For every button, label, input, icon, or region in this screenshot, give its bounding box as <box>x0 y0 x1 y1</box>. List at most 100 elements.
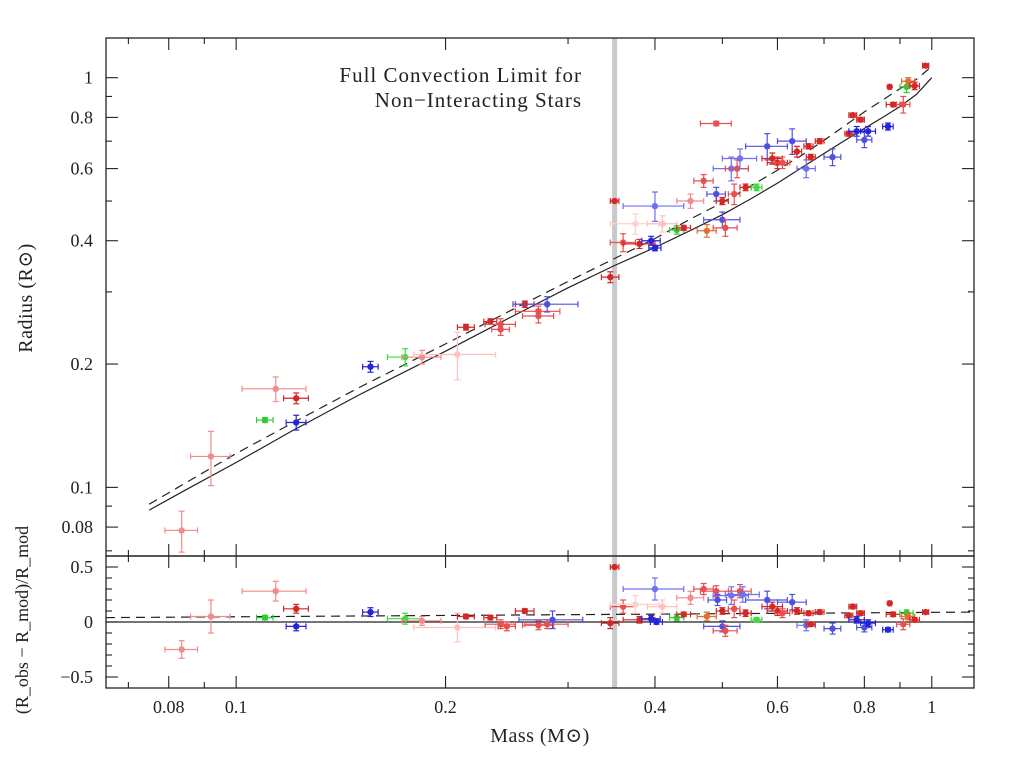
point-marker <box>535 308 542 315</box>
point-marker <box>742 610 749 617</box>
radius-panel: 0.08 0.1 0.2 0.4 0.6 0.8 1 Full Convection Limi… <box>15 37 975 557</box>
point-marker <box>497 326 504 333</box>
point-marker <box>713 588 720 595</box>
data-point <box>285 414 307 431</box>
data-point <box>805 621 816 628</box>
point-marker <box>805 143 812 150</box>
point-marker <box>816 137 823 145</box>
point-marker <box>544 300 551 308</box>
data-point <box>483 614 498 621</box>
point-marker <box>293 419 300 426</box>
data-point <box>622 191 685 222</box>
data-point <box>401 615 442 626</box>
data-point <box>255 614 274 621</box>
point-marker <box>807 153 814 161</box>
data-point <box>699 585 732 598</box>
point-marker <box>659 220 666 227</box>
data-point <box>823 148 842 167</box>
data-point <box>609 197 620 205</box>
data-point <box>856 131 873 149</box>
data-point <box>401 349 442 365</box>
point-marker <box>367 363 374 370</box>
data-point <box>791 145 803 158</box>
data-point <box>739 609 752 618</box>
data-point <box>803 610 814 617</box>
data-point <box>524 619 569 630</box>
data-point <box>693 582 714 596</box>
point-marker <box>857 610 864 617</box>
data-point <box>676 590 705 606</box>
x-tick-label: 0.4 <box>644 697 667 717</box>
data-point <box>715 607 729 615</box>
point-marker <box>764 596 771 604</box>
data-point <box>921 62 930 69</box>
dashed-model-curve <box>106 611 974 619</box>
data-point <box>703 211 741 229</box>
point-marker <box>803 165 810 172</box>
data-point <box>413 331 497 381</box>
point-marker <box>788 599 796 606</box>
point-marker <box>673 614 681 621</box>
point-marker <box>911 616 918 623</box>
point-marker <box>884 626 892 633</box>
data-point <box>456 323 475 331</box>
data-point <box>456 613 475 620</box>
point-marker <box>829 153 836 161</box>
point-marker <box>722 627 729 634</box>
data-point <box>518 610 584 630</box>
data-point <box>750 616 763 623</box>
point-marker <box>611 197 618 205</box>
point-marker <box>779 159 786 166</box>
data-point <box>646 599 678 614</box>
point-marker <box>714 596 721 604</box>
data-point <box>646 215 678 233</box>
point-marker <box>722 224 729 232</box>
point-marker <box>864 619 872 627</box>
data-point <box>909 81 921 91</box>
point-marker <box>829 625 836 632</box>
point-marker <box>659 603 666 610</box>
point-marker <box>753 184 760 191</box>
point-marker <box>272 588 279 595</box>
data-point <box>282 603 309 614</box>
data-point <box>848 603 858 610</box>
point-marker <box>764 143 771 150</box>
data-point <box>600 271 620 284</box>
y-tick-label: 0.8 <box>71 107 94 127</box>
y-axis-label: Radius (R⊙) <box>15 243 37 352</box>
data-point <box>848 111 858 119</box>
data-point <box>921 608 930 616</box>
point-marker <box>849 603 857 610</box>
point-marker <box>418 617 426 625</box>
point-marker <box>849 111 857 119</box>
point-marker <box>687 594 694 601</box>
annotation-line: Non−Interacting Stars <box>375 88 582 112</box>
point-marker <box>293 395 300 402</box>
data-point <box>241 376 307 403</box>
axes-frame <box>105 37 975 557</box>
point-marker <box>816 608 823 616</box>
point-marker <box>793 607 801 615</box>
data-point <box>413 612 497 643</box>
data-point <box>805 153 816 161</box>
point-marker <box>769 155 776 162</box>
point-marker <box>853 128 860 135</box>
residual-panel: −0.5 0 0.5 0.08 0.1 0.2 0.4 0.6 0.8 1 Mass (M⊙) (R_… <box>12 526 975 747</box>
point-marker <box>742 184 749 191</box>
data-point <box>189 430 231 487</box>
point-marker <box>454 624 461 631</box>
plot-area <box>148 38 933 556</box>
data-point <box>641 614 661 623</box>
point-marker <box>647 237 655 244</box>
data-point <box>724 586 760 603</box>
data-point <box>696 611 717 622</box>
y-tick-label: 0.08 <box>62 517 94 537</box>
dashed-model-curve <box>148 68 930 505</box>
point-marker <box>719 607 726 615</box>
data-point <box>164 640 199 659</box>
point-marker <box>178 527 185 534</box>
data-point <box>282 392 309 405</box>
data-point <box>622 577 685 601</box>
data-point <box>255 416 274 424</box>
